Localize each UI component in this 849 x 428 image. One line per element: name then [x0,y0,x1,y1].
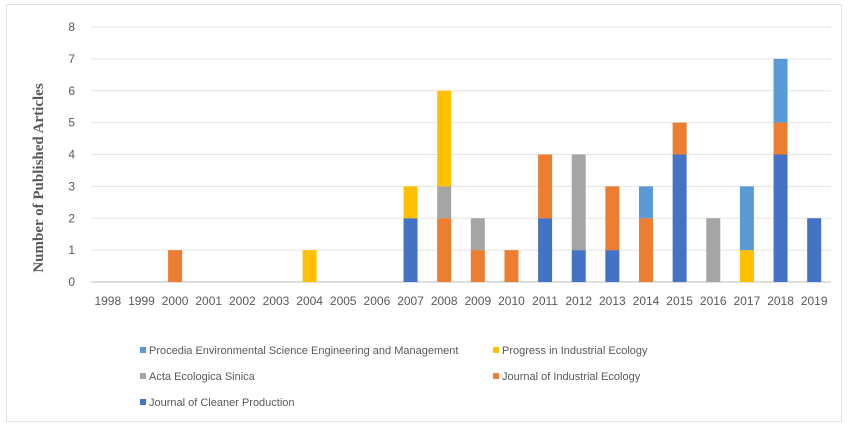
bar-segment [639,186,653,219]
legend-swatch [140,399,146,405]
stacked-bar-chart: 0 1 2 3 4 5 6 7 8 1998 1999 2000 2001 2002 2003 2004 20… [31,20,831,409]
bar-segment [437,186,452,219]
y-tick-label: 0 [68,275,75,289]
y-tick-label: 7 [68,52,75,66]
x-tick-label: 2002 [229,294,256,308]
bar-segment [504,250,519,282]
bar-segment [403,186,418,219]
x-tick-label: 2012 [565,294,592,308]
bar-segment [470,218,485,251]
legend-label: Progress in Industrial Ecology [502,345,648,357]
bar-segment [403,218,418,282]
x-tick-label: 2016 [700,294,727,308]
legend-swatch [493,373,499,379]
chart-frame: 0 1 2 3 4 5 6 7 8 1998 1999 2000 2001 2002 2003 2004 20… [6,4,842,422]
bar-segment [571,250,586,282]
bar-segment [538,154,553,219]
x-tick-label: 2013 [599,294,626,308]
x-tick-label: 2004 [296,294,323,308]
x-tick-label: 1998 [94,294,121,308]
x-tick-label: 2008 [431,294,458,308]
x-tick-label: 2010 [498,294,525,308]
bar-segment [571,154,586,251]
bar-segment [773,154,788,282]
legend-swatch [140,373,146,379]
x-tick-label: 2005 [330,294,357,308]
grid-lines [91,26,831,283]
x-tick-label: 2019 [801,294,828,308]
bar-segment [639,218,653,282]
x-axis-ticks: 1998 1999 2000 2001 2002 2003 2004 2005 2006 2007… [94,294,827,308]
bar-segment [605,186,620,251]
y-axis-label: Number of Published Articles [31,83,47,272]
bar-segment [605,250,620,282]
x-tick-label: 1999 [128,294,155,308]
y-tick-label: 2 [68,211,75,225]
y-axis-ticks: 0 1 2 3 4 5 6 7 8 [68,20,75,289]
x-tick-label: 2000 [162,294,189,308]
bar-segment [739,250,754,282]
x-tick-label: 2011 [532,294,558,308]
y-tick-label: 6 [68,84,75,98]
bar-segment [773,58,788,123]
bar-segment [672,154,687,282]
x-tick-label: 2017 [734,294,761,308]
bar-segment [168,250,183,282]
bar-segment [807,218,822,282]
bar-segment [672,122,687,155]
legend-swatch [140,347,146,353]
x-tick-label: 2009 [464,294,491,308]
x-tick-label: 2014 [633,294,660,308]
legend-label: Journal of Cleaner Production [149,397,295,409]
y-tick-label: 8 [68,20,75,34]
x-tick-label: 2007 [397,294,424,308]
bar-segment [538,218,553,282]
y-tick-label: 4 [68,148,75,162]
x-tick-label: 2018 [767,294,794,308]
bar-segment [739,186,754,251]
x-tick-label: 2001 [195,294,222,308]
legend-swatch [493,347,499,353]
bar-segment [437,90,452,187]
x-tick-label: 2003 [263,294,290,308]
bar-segment [773,122,788,155]
bar-segment [706,218,721,282]
legend-label: Procedia Environmental Science Engineeri… [149,345,458,357]
y-tick-label: 5 [68,116,75,130]
legend-label: Acta Ecologica Sinica [149,371,256,383]
bar-segment [470,250,485,282]
x-tick-label: 2006 [364,294,391,308]
x-tick-label: 2015 [666,294,693,308]
bar-segment [302,250,317,282]
bars [168,58,822,282]
y-tick-label: 3 [68,179,75,193]
legend-label: Journal of Industrial Ecology [502,371,641,383]
y-tick-label: 1 [68,243,75,257]
bar-segment [437,218,452,282]
legend: Procedia Environmental Science Engineeri… [140,345,648,409]
